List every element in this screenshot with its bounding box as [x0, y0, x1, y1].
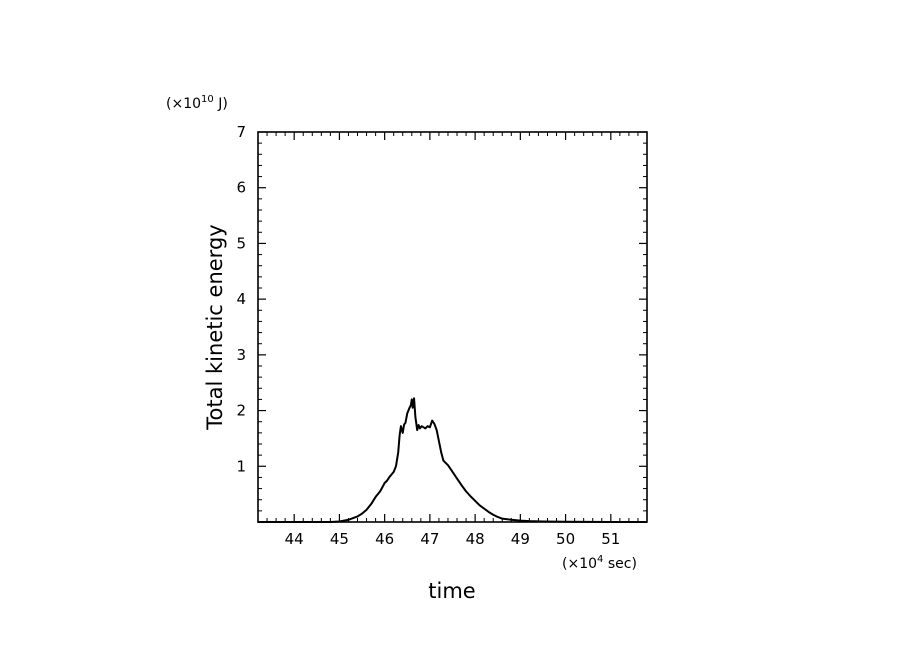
y-axis-label: Total kinetic energy: [203, 224, 227, 430]
y-tick-label: 1: [236, 457, 246, 475]
series-line-kinetic-energy: [258, 397, 648, 523]
x-axis-multiplier: (×104 sec): [562, 554, 637, 572]
y-tick-label: 2: [236, 402, 246, 420]
x-axis-label: time: [428, 579, 475, 603]
x-tick-label: 48: [466, 530, 485, 548]
ticks-layer: [257, 131, 648, 522]
y-tick-label: 6: [236, 179, 246, 197]
y-tick-label: 3: [236, 346, 246, 364]
x-tick-label: 44: [285, 530, 304, 548]
x-tick-label: 51: [601, 530, 620, 548]
x-tick-label: 46: [375, 530, 394, 548]
x-tick-label: 47: [420, 530, 439, 548]
x-tick-label: 49: [511, 530, 530, 548]
x-tick-label: 45: [330, 530, 349, 548]
y-tick-labels: 1 2 3 4 5 6 7: [236, 123, 246, 475]
x-tick-labels: 44 45 46 47 48 49 50 51: [285, 530, 621, 548]
y-tick-label: 5: [236, 234, 246, 252]
y-tick-label: 4: [236, 290, 246, 308]
plot-frame: [257, 131, 648, 523]
y-axis-multiplier: (×1010 J): [166, 94, 228, 112]
x-tick-label: 50: [556, 530, 575, 548]
y-tick-label: 7: [236, 123, 246, 141]
